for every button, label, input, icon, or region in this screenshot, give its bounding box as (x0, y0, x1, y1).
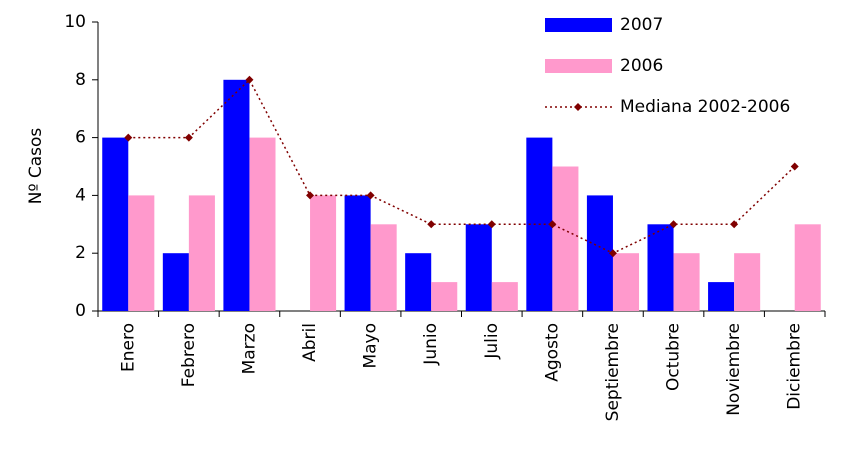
bar (491, 282, 518, 311)
bar (128, 195, 155, 311)
bar (586, 195, 613, 311)
line-marker (608, 249, 617, 258)
bar (431, 282, 458, 311)
bar (344, 195, 371, 311)
line-marker (124, 133, 133, 142)
bar (188, 195, 215, 311)
y-tick-label: 0 (75, 301, 86, 321)
line-marker (245, 75, 254, 84)
line-marker (184, 133, 193, 142)
bar (249, 137, 276, 311)
line-marker (790, 162, 799, 171)
y-tick-label: 10 (64, 12, 86, 32)
line-marker (487, 220, 496, 229)
bar (465, 224, 492, 311)
bar (734, 253, 761, 311)
x-tick-label: Enero (118, 323, 138, 372)
line-marker (669, 220, 678, 229)
x-tick-label: Septiembre (603, 323, 623, 421)
bar (794, 224, 821, 311)
legend-marker (574, 103, 582, 111)
y-tick-label: 4 (75, 185, 86, 205)
line-marker (427, 220, 436, 229)
bar (102, 137, 129, 311)
bar (673, 253, 700, 311)
line-marker (366, 191, 375, 200)
bar (612, 253, 640, 311)
line-marker (548, 220, 557, 229)
bar (223, 79, 250, 311)
legend-swatch (545, 59, 612, 73)
x-tick-label: Julio (482, 323, 502, 360)
x-tick-label: Marzo (239, 323, 259, 374)
x-tick-label: Diciembre (785, 323, 805, 410)
bar (552, 166, 579, 311)
line-marker (730, 220, 739, 229)
legend-label: Mediana 2002-2006 (620, 97, 790, 117)
y-tick-label: 2 (75, 243, 86, 263)
legend-swatch (545, 18, 612, 32)
y-axis-label: Nº Casos (26, 128, 46, 205)
bar (405, 253, 432, 311)
legend-label: 2006 (620, 56, 663, 76)
bar (370, 224, 397, 311)
bar (310, 195, 337, 311)
x-tick-label: Octubre (664, 323, 684, 391)
x-tick-label: Febrero (179, 323, 199, 387)
x-tick-label: Mayo (361, 323, 381, 369)
line-marker (306, 191, 315, 200)
y-tick-label: 6 (75, 128, 86, 148)
bar (162, 253, 189, 311)
x-tick-label: Junio (421, 323, 441, 366)
x-tick-label: Agosto (542, 323, 562, 382)
y-tick-label: 8 (75, 70, 86, 90)
bar (708, 282, 735, 311)
bar (647, 224, 674, 311)
x-tick-label: Abril (300, 323, 320, 362)
line (128, 78, 796, 255)
x-tick-label: Noviembre (724, 323, 744, 416)
legend-label: 2007 (620, 15, 663, 35)
